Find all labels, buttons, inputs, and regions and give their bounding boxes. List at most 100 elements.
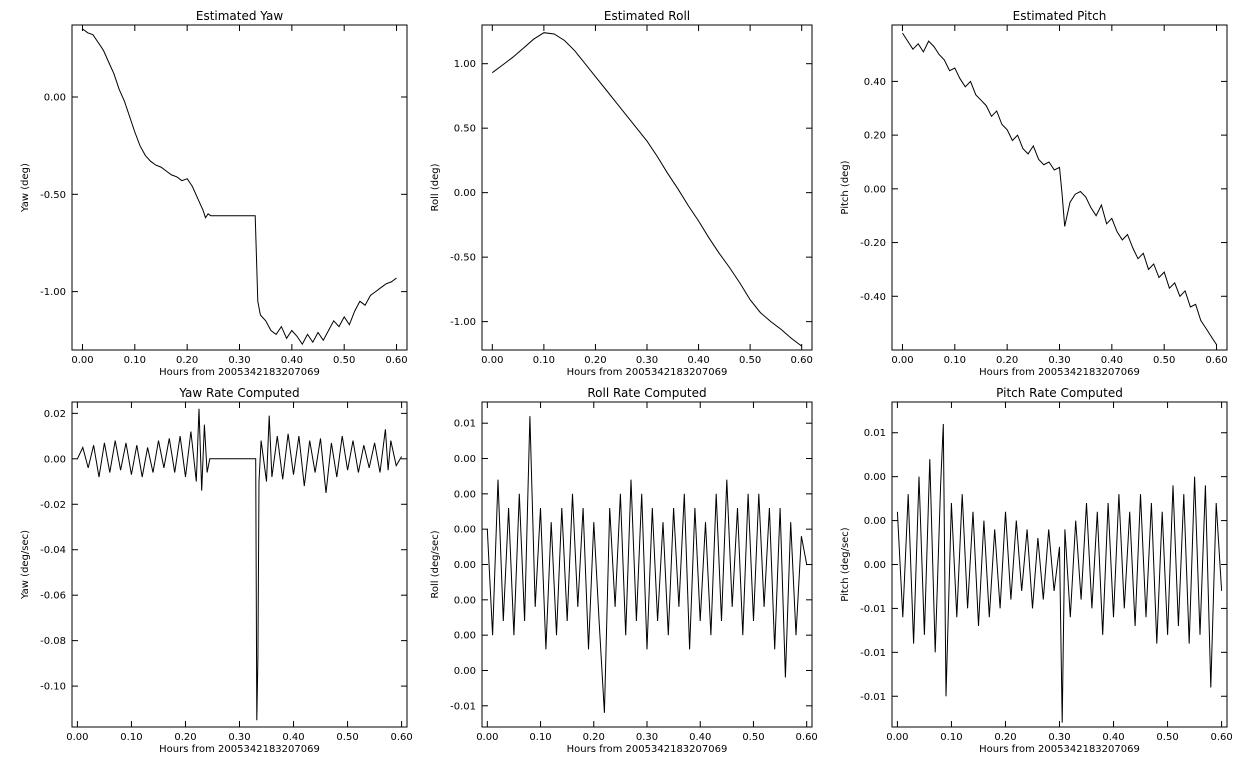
estimated-pitch-y-tick-label: 0.00 [864,184,886,195]
estimated-yaw-series-line [82,28,397,346]
estimated-yaw-x-tick-label: 0.30 [228,355,250,366]
estimated-roll-plot-frame [481,24,813,351]
yaw-rate-computed-series-line [76,408,403,721]
estimated-yaw-x-tick-label: 0.10 [124,355,146,366]
pitch-rate-computed-y-axis-label: Pitch (deg/sec) [840,527,851,602]
estimated-roll-y-tick-label: 1.00 [454,59,476,70]
estimated-roll-x-tick-label: 0.40 [687,355,709,366]
estimated-yaw-x-tick-label: 0.50 [333,355,355,366]
estimated-yaw-x-tick-label: 0.40 [281,355,303,366]
roll-rate-computed-x-tick-label: 0.60 [796,732,818,743]
estimated-yaw-y-axis-label: Yaw (deg) [20,163,31,213]
roll-rate-computed-y-tick-label: 0.00 [454,560,476,571]
pitch-rate-computed-x-tick-label: 0.50 [1156,732,1178,743]
yaw-rate-computed-chart: Yaw Rate Computed 0.00 0.10 0.20 0.30 0.40 0.5… [20,386,413,755]
roll-rate-computed-series-line [486,416,808,713]
pitch-rate-computed-x-tick-label: 0.00 [886,732,908,743]
estimated-pitch-x-tick-label: 0.60 [1205,355,1227,366]
estimated-yaw-y-tick-label: 0.00 [44,93,66,104]
yaw-rate-computed-x-tick-label: 0.60 [390,732,412,743]
pitch-rate-computed-y-tick-label: 0.01 [864,428,886,439]
pitch-rate-computed-x-tick-label: 0.40 [1102,732,1124,743]
roll-rate-computed-y-tick-label: 0.00 [454,525,476,536]
estimated-pitch-x-tick-label: 0.10 [944,355,966,366]
roll-rate-computed-x-tick-label: 0.00 [476,732,498,743]
yaw-rate-computed-x-tick-label: 0.00 [66,732,88,743]
estimated-pitch-plot-frame [891,24,1228,351]
roll-rate-computed-y-tick-label: -0.01 [450,701,476,712]
yaw-rate-computed-x-tick-label: 0.20 [174,732,196,743]
estimated-pitch-x-tick-label: 0.00 [891,355,913,366]
estimated-roll-series-line [492,32,802,347]
estimated-pitch-x-tick-label: 0.30 [1048,355,1070,366]
estimated-roll-x-tick-label: 0.10 [533,355,555,366]
estimated-pitch-series-line [902,32,1217,345]
roll-rate-computed-x-axis-label: Hours from 2005342183207069 [567,744,728,755]
pitch-rate-computed-x-tick-label: 0.20 [994,732,1016,743]
pitch-rate-computed-y-tick-label: -0.01 [860,604,886,615]
estimated-roll-chart: Estimated Roll 0.00 0.10 0.20 0.30 0.40 0.50 0.… [430,9,813,378]
roll-rate-computed-y-axis-label: Roll (deg/sec) [430,530,441,598]
estimated-yaw-plot-frame [71,24,408,351]
pitch-rate-computed-y-tick-label: -0.01 [860,648,886,659]
pitch-rate-computed-title: Pitch Rate Computed [996,386,1123,400]
estimated-pitch-y-tick-label: -0.20 [860,238,886,249]
yaw-rate-computed-y-tick-label: -0.04 [40,545,66,556]
roll-rate-computed-y-tick-label: 0.00 [454,489,476,500]
roll-rate-computed-y-tick-label: 0.00 [454,454,476,465]
pitch-rate-computed-x-axis-label: Hours from 2005342183207069 [979,744,1140,755]
yaw-rate-computed-plot-frame [71,401,408,728]
pitch-rate-computed-y-tick-label: 0.00 [864,516,886,527]
pitch-rate-computed-chart: Pitch Rate Computed 0.00 0.10 0.20 0.30 0.40 0… [840,386,1233,755]
roll-rate-computed-x-tick-label: 0.30 [636,732,658,743]
roll-rate-computed-chart: Roll Rate Computed 0.00 0.10 0.20 0.30 0.40 0.… [430,386,818,755]
roll-rate-computed-y-tick-label: 0.01 [454,419,476,430]
estimated-roll-y-axis-label: Roll (deg) [430,163,441,211]
yaw-rate-computed-y-tick-label: -0.08 [40,636,66,647]
estimated-roll-x-axis-label: Hours from 2005342183207069 [567,367,728,378]
pitch-rate-computed-series-line [896,423,1223,723]
estimated-roll-x-tick-label: 0.30 [636,355,658,366]
estimated-pitch-y-axis-label: Pitch (deg) [840,160,851,214]
yaw-rate-computed-title: Yaw Rate Computed [178,386,299,400]
yaw-rate-computed-y-axis-label: Yaw (deg/sec) [20,530,31,600]
estimated-yaw-y-tick-label: -1.00 [40,287,66,298]
estimated-pitch-x-tick-label: 0.20 [996,355,1018,366]
yaw-rate-computed-x-tick-label: 0.30 [228,732,250,743]
estimated-pitch-y-tick-label: 0.40 [864,77,886,88]
yaw-rate-computed-x-axis-label: Hours from 2005342183207069 [159,744,320,755]
pitch-rate-computed-x-tick-label: 0.10 [940,732,962,743]
estimated-pitch-chart: Estimated Pitch 0.00 0.10 0.20 0.30 0.40 0.50 0… [840,9,1228,378]
estimated-yaw-x-tick-label: 0.00 [71,355,93,366]
estimated-yaw-chart: Estimated Yaw 0.00 0.10 0.20 0.30 0.40 0.50 0.6… [20,9,408,378]
estimated-roll-title: Estimated Roll [604,9,690,23]
estimated-roll-x-tick-label: 0.50 [739,355,761,366]
roll-rate-computed-x-tick-label: 0.20 [583,732,605,743]
estimated-roll-x-tick-label: 0.20 [584,355,606,366]
estimated-pitch-x-axis-label: Hours from 2005342183207069 [979,367,1140,378]
pitch-rate-computed-x-tick-label: 0.30 [1048,732,1070,743]
yaw-rate-computed-y-tick-label: 0.02 [44,409,66,420]
roll-rate-computed-title: Roll Rate Computed [587,386,706,400]
yaw-rate-computed-y-tick-label: -0.10 [40,682,66,693]
estimated-yaw-x-axis-label: Hours from 2005342183207069 [159,367,320,378]
estimated-pitch-y-tick-label: 0.20 [864,131,886,142]
roll-rate-computed-x-tick-label: 0.40 [689,732,711,743]
pitch-rate-computed-y-tick-label: 0.00 [864,472,886,483]
estimated-roll-y-tick-label: -0.50 [450,253,476,264]
estimated-roll-y-tick-label: 0.00 [454,188,476,199]
estimated-pitch-x-tick-label: 0.40 [1101,355,1123,366]
estimated-yaw-y-tick-label: -0.50 [40,190,66,201]
yaw-rate-computed-y-tick-label: 0.00 [44,454,66,465]
pitch-rate-computed-y-tick-label: 0.00 [864,560,886,571]
yaw-rate-computed-x-tick-label: 0.40 [282,732,304,743]
roll-rate-computed-x-tick-label: 0.10 [529,732,551,743]
estimated-pitch-x-tick-label: 0.50 [1153,355,1175,366]
estimated-pitch-y-tick-label: -0.40 [860,292,886,303]
yaw-rate-computed-y-tick-label: -0.06 [40,591,66,602]
estimated-yaw-title: Estimated Yaw [196,9,283,23]
estimated-roll-y-tick-label: -1.00 [450,317,476,328]
roll-rate-computed-y-tick-label: 0.00 [454,666,476,677]
yaw-rate-computed-x-tick-label: 0.10 [120,732,142,743]
